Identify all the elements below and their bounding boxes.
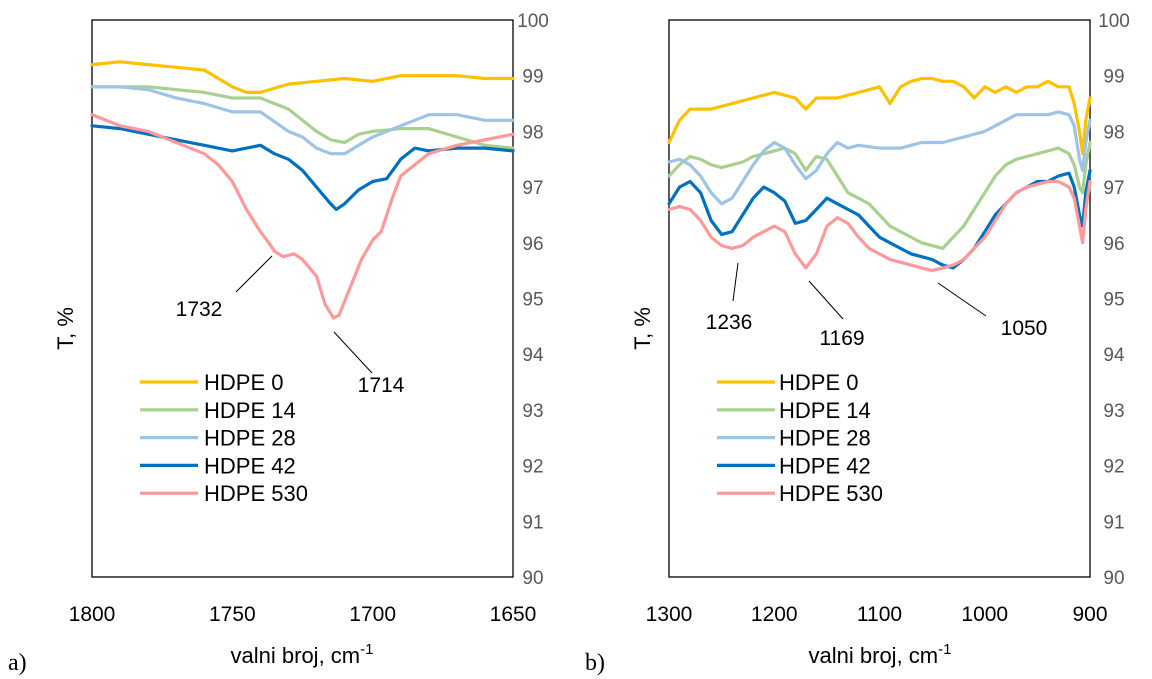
legend-label: HDPE 14 <box>779 398 871 423</box>
legend-label: HDPE 530 <box>779 481 883 506</box>
y-axis-label: T, % <box>53 307 78 350</box>
x-tick-label: 1800 <box>69 603 116 626</box>
x-tick-label: 1650 <box>490 603 537 626</box>
x-axis-label-text: valni broj, cm <box>809 643 939 668</box>
plot-frame <box>668 19 1091 578</box>
annotation-label: 1050 <box>1001 317 1048 340</box>
annotation-leader-line <box>333 331 373 374</box>
series-line-hdpe-28 <box>667 110 1092 206</box>
y-tick-label: 97 <box>1103 178 1124 199</box>
y-tick-label: 93 <box>522 401 543 422</box>
y-tick-label: 98 <box>1103 122 1124 143</box>
chart-panel-a: 90 91 92 93 94 95 96 97 98 99 100 1800 1750 1700 1650 v… <box>8 11 549 676</box>
annotation-leader-line <box>937 282 987 317</box>
y-tick-label: 92 <box>522 457 543 478</box>
y-tick-label: 95 <box>522 290 543 311</box>
annotation-leader-line <box>808 280 844 320</box>
y-tick-label: 100 <box>1098 11 1130 32</box>
legend-label: HDPE 28 <box>204 426 296 451</box>
y-tick-label: 90 <box>1103 568 1124 589</box>
legend-label: HDPE 28 <box>779 426 871 451</box>
legend-label: HDPE 14 <box>204 398 296 423</box>
chart-panel-b: 90 91 92 93 94 95 96 97 98 99 100 1300 1200 1100 1000 9… <box>585 11 1130 676</box>
annotation-label: 1714 <box>358 374 405 397</box>
y-tick-label: 91 <box>1103 512 1124 533</box>
x-tick-label: 900 <box>1072 603 1107 626</box>
x-axis-label-superscript: -1 <box>938 641 951 658</box>
y-tick-label: 96 <box>522 234 543 255</box>
legend-label: HDPE 0 <box>779 370 858 395</box>
y-tick-label: 91 <box>522 512 543 533</box>
x-tick-label: 1750 <box>209 603 256 626</box>
annotation-leader-line <box>732 262 739 302</box>
series-line-hdpe-14 <box>90 85 515 150</box>
annotation-leader-line <box>235 255 273 293</box>
x-axis-label: valni broj, cm-1 <box>809 641 952 668</box>
y-tick-label: 94 <box>522 345 544 366</box>
series-line-hdpe-530 <box>667 179 1092 273</box>
annotation-label: 1732 <box>176 298 223 321</box>
y-tick-label: 99 <box>522 67 543 88</box>
x-tick-label: 1300 <box>646 603 693 626</box>
y-tick-label: 96 <box>1103 234 1124 255</box>
x-tick-label: 1000 <box>961 603 1008 626</box>
legend-label: HDPE 42 <box>204 453 296 478</box>
y-tick-label: 98 <box>522 122 543 143</box>
legend-label: HDPE 530 <box>204 481 308 506</box>
series-line-hdpe-0 <box>90 60 515 94</box>
y-tick-label: 94 <box>1103 345 1125 366</box>
y-tick-label: 90 <box>522 568 543 589</box>
x-axis-label: valni broj, cm-1 <box>231 641 374 668</box>
y-tick-label: 95 <box>1103 290 1124 311</box>
y-axis-label: T, % <box>630 307 655 350</box>
series-line-hdpe-28 <box>90 85 515 156</box>
annotation-label: 1169 <box>819 327 864 350</box>
y-tick-label: 93 <box>1103 401 1124 422</box>
x-axis-label-text: valni broj, cm <box>231 643 361 668</box>
x-tick-label: 1200 <box>751 603 798 626</box>
panel-letter: a) <box>8 650 27 676</box>
legend-label: HDPE 42 <box>779 453 871 478</box>
x-axis-label-superscript: -1 <box>360 641 373 658</box>
legend-label: HDPE 0 <box>204 370 283 395</box>
panel-letter: b) <box>585 650 605 676</box>
series-line-hdpe-42 <box>90 124 515 211</box>
y-tick-label: 99 <box>1103 67 1124 88</box>
x-tick-label: 1100 <box>857 603 902 626</box>
y-tick-label: 92 <box>1103 457 1124 478</box>
series-line-hdpe-14 <box>667 140 1092 250</box>
x-tick-label: 1700 <box>349 603 396 626</box>
series-line-hdpe-530 <box>90 113 515 320</box>
plot-frame <box>91 19 514 578</box>
annotation-label: 1236 <box>706 311 753 334</box>
y-tick-label: 97 <box>522 178 543 199</box>
y-tick-label: 100 <box>517 11 549 32</box>
series-line-hdpe-0 <box>667 76 1092 156</box>
